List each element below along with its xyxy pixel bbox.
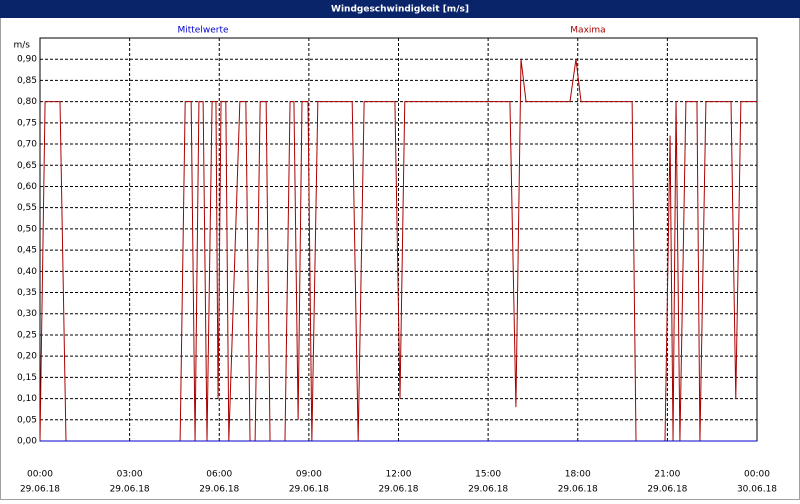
y-tick-label: 0,15 [17,373,37,383]
x-tick-date: 29.06.18 [289,485,329,495]
x-tick-date: 29.06.18 [110,485,150,495]
x-tick-label: 21:00 [654,470,680,480]
y-tick-label: 0,55 [17,203,37,213]
title-bar [0,0,800,18]
y-tick-label: 0,05 [17,415,37,425]
y-tick-label: 0,60 [17,182,37,192]
y-tick-label: 0,00 [17,437,37,447]
legend-entry: Maxima [570,26,605,36]
y-tick-label: 0,30 [17,309,37,319]
x-tick-date: 29.06.18 [20,485,60,495]
x-tick-label: 15:00 [475,470,501,480]
y-tick-label: 0,25 [17,330,37,340]
y-tick-label: 0,80 [17,97,37,107]
x-tick-label: 06:00 [206,470,232,480]
y-tick-label: 0,10 [17,394,37,404]
y-tick-label: 0,20 [17,352,37,362]
x-tick-date: 29.06.18 [378,485,418,495]
y-unit: m/s [14,41,31,51]
x-tick-label: 09:00 [296,470,322,480]
x-tick-date: 29.06.18 [558,485,598,495]
x-tick-label: 12:00 [386,470,412,480]
chart-title: Windgeschwindigkeit [m/s] [331,5,469,15]
y-tick-label: 0,40 [17,267,37,277]
x-tick-label: 00:00 [744,470,770,480]
y-tick-label: 0,85 [17,76,37,86]
x-tick-label: 00:00 [27,470,53,480]
y-tick-label: 0,50 [17,224,37,234]
x-tick-date: 30.06.18 [737,485,777,495]
y-tick-label: 0,45 [17,246,37,256]
y-tick-label: 0,70 [17,140,37,150]
y-tick-label: 0,90 [17,55,37,65]
y-tick-label: 0,75 [17,118,37,128]
y-tick-label: 0,65 [17,161,37,171]
x-tick-date: 29.06.18 [468,485,508,495]
x-tick-label: 03:00 [117,470,143,480]
x-tick-date: 29.06.18 [647,485,687,495]
legend-entry: Mittelwerte [177,26,228,36]
x-tick-date: 29.06.18 [199,485,239,495]
series-line [39,59,757,442]
y-tick-label: 0,35 [17,288,37,298]
x-tick-label: 18:00 [565,470,591,480]
